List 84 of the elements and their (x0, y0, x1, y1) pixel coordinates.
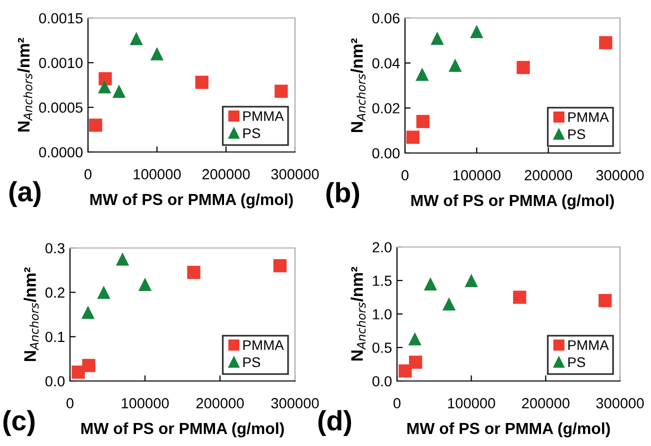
point (82, 358, 96, 372)
point (98, 72, 112, 86)
legend-label: PMMA (243, 111, 284, 121)
text: (d) (318, 410, 352, 436)
point (448, 58, 462, 72)
y-axis-title: N$_{Anchors}$/nm² (350, 266, 366, 360)
point (81, 306, 95, 319)
point (274, 84, 288, 98)
x-tick-label: 0 (84, 169, 92, 180)
y-tick-label: 0.0010 (39, 58, 83, 68)
x-tick-label: 200000 (196, 398, 244, 408)
y-tick-label: 1.0 (372, 309, 392, 320)
legend-label: PMMA (568, 112, 609, 122)
point (416, 114, 430, 128)
x-tick-label: 200000 (522, 398, 570, 408)
legend-label: PS (243, 357, 260, 368)
y-tick-label: 0.0000 (39, 147, 83, 158)
point (150, 47, 164, 60)
point (89, 118, 102, 132)
y-tick-label: 0.2 (45, 287, 64, 298)
point (398, 364, 412, 378)
y-tick-label: 0.0 (45, 376, 65, 386)
legend-label: PS (568, 129, 586, 140)
point (97, 286, 110, 299)
y-tick-label: 1.5 (372, 276, 392, 286)
y-tick-label: 0.0015 (39, 13, 83, 24)
point (470, 24, 484, 38)
text: (b) (326, 182, 360, 208)
legend-label: PS (568, 357, 586, 368)
point (424, 277, 438, 290)
point (430, 32, 444, 45)
point (464, 274, 478, 288)
point (138, 278, 152, 291)
y-tick-label: 2.0 (372, 242, 392, 252)
x-tick-label: 200000 (202, 169, 250, 180)
x-axis-title: MW of PS or PMMA (g/mol) (407, 422, 610, 438)
legend-label: PS (243, 128, 260, 138)
point (408, 356, 422, 369)
y-tick-label: 0.0005 (39, 102, 83, 113)
text: (c) (3, 410, 35, 436)
y-tick-label: 0.0 (372, 376, 392, 386)
y-axis-title: N$_{Anchors}$/nm² (17, 38, 32, 132)
x-tick-label: 100000 (122, 398, 169, 408)
point (130, 32, 143, 46)
x-tick-label: 0 (394, 398, 400, 408)
text: (a) (9, 181, 41, 207)
point (116, 252, 130, 266)
point (98, 80, 112, 94)
point (516, 60, 530, 74)
point (187, 266, 200, 279)
y-tick-label: 0.3 (45, 243, 64, 254)
y-tick-label: 0.1 (45, 332, 64, 342)
y-tick-label: 0.04 (372, 58, 400, 68)
x-tick-label: 300000 (271, 169, 319, 180)
point (416, 68, 429, 81)
point (406, 130, 420, 144)
x-tick-label: 0 (66, 398, 74, 408)
point (598, 294, 612, 308)
y-tick-label: 0.5 (372, 342, 392, 353)
x-axis-title: MW of PS or PMMA (g/mol) (81, 422, 284, 438)
y-axis-title: N$_{Anchors}$/nm² (350, 38, 366, 132)
y-tick-label: 0.00 (372, 148, 400, 158)
x-tick-label: 300000 (596, 170, 644, 180)
legend-label: PMMA (243, 340, 284, 350)
legend-label: PMMA (568, 340, 609, 350)
point (273, 259, 287, 272)
x-tick-label: 200000 (524, 170, 572, 180)
x-axis-title: MW of PS or PMMA (g/mol) (411, 194, 614, 210)
point (195, 76, 208, 89)
x-tick-label: 0 (402, 170, 408, 180)
point (513, 290, 526, 304)
y-axis-title: N$_{Anchors}$/nm² (24, 267, 39, 361)
x-axis-title: MW of PS or PMMA (g/mol) (90, 193, 293, 208)
point (442, 297, 456, 311)
y-tick-label: 0.06 (372, 13, 400, 24)
y-tick-label: 0.02 (372, 103, 400, 114)
x-tick-label: 300000 (596, 398, 644, 408)
x-tick-label: 100000 (453, 170, 500, 180)
x-tick-label: 300000 (271, 398, 319, 408)
x-tick-label: 100000 (448, 398, 496, 408)
point (599, 36, 612, 50)
point (112, 84, 126, 98)
x-tick-label: 100000 (134, 169, 181, 180)
point (408, 332, 422, 346)
